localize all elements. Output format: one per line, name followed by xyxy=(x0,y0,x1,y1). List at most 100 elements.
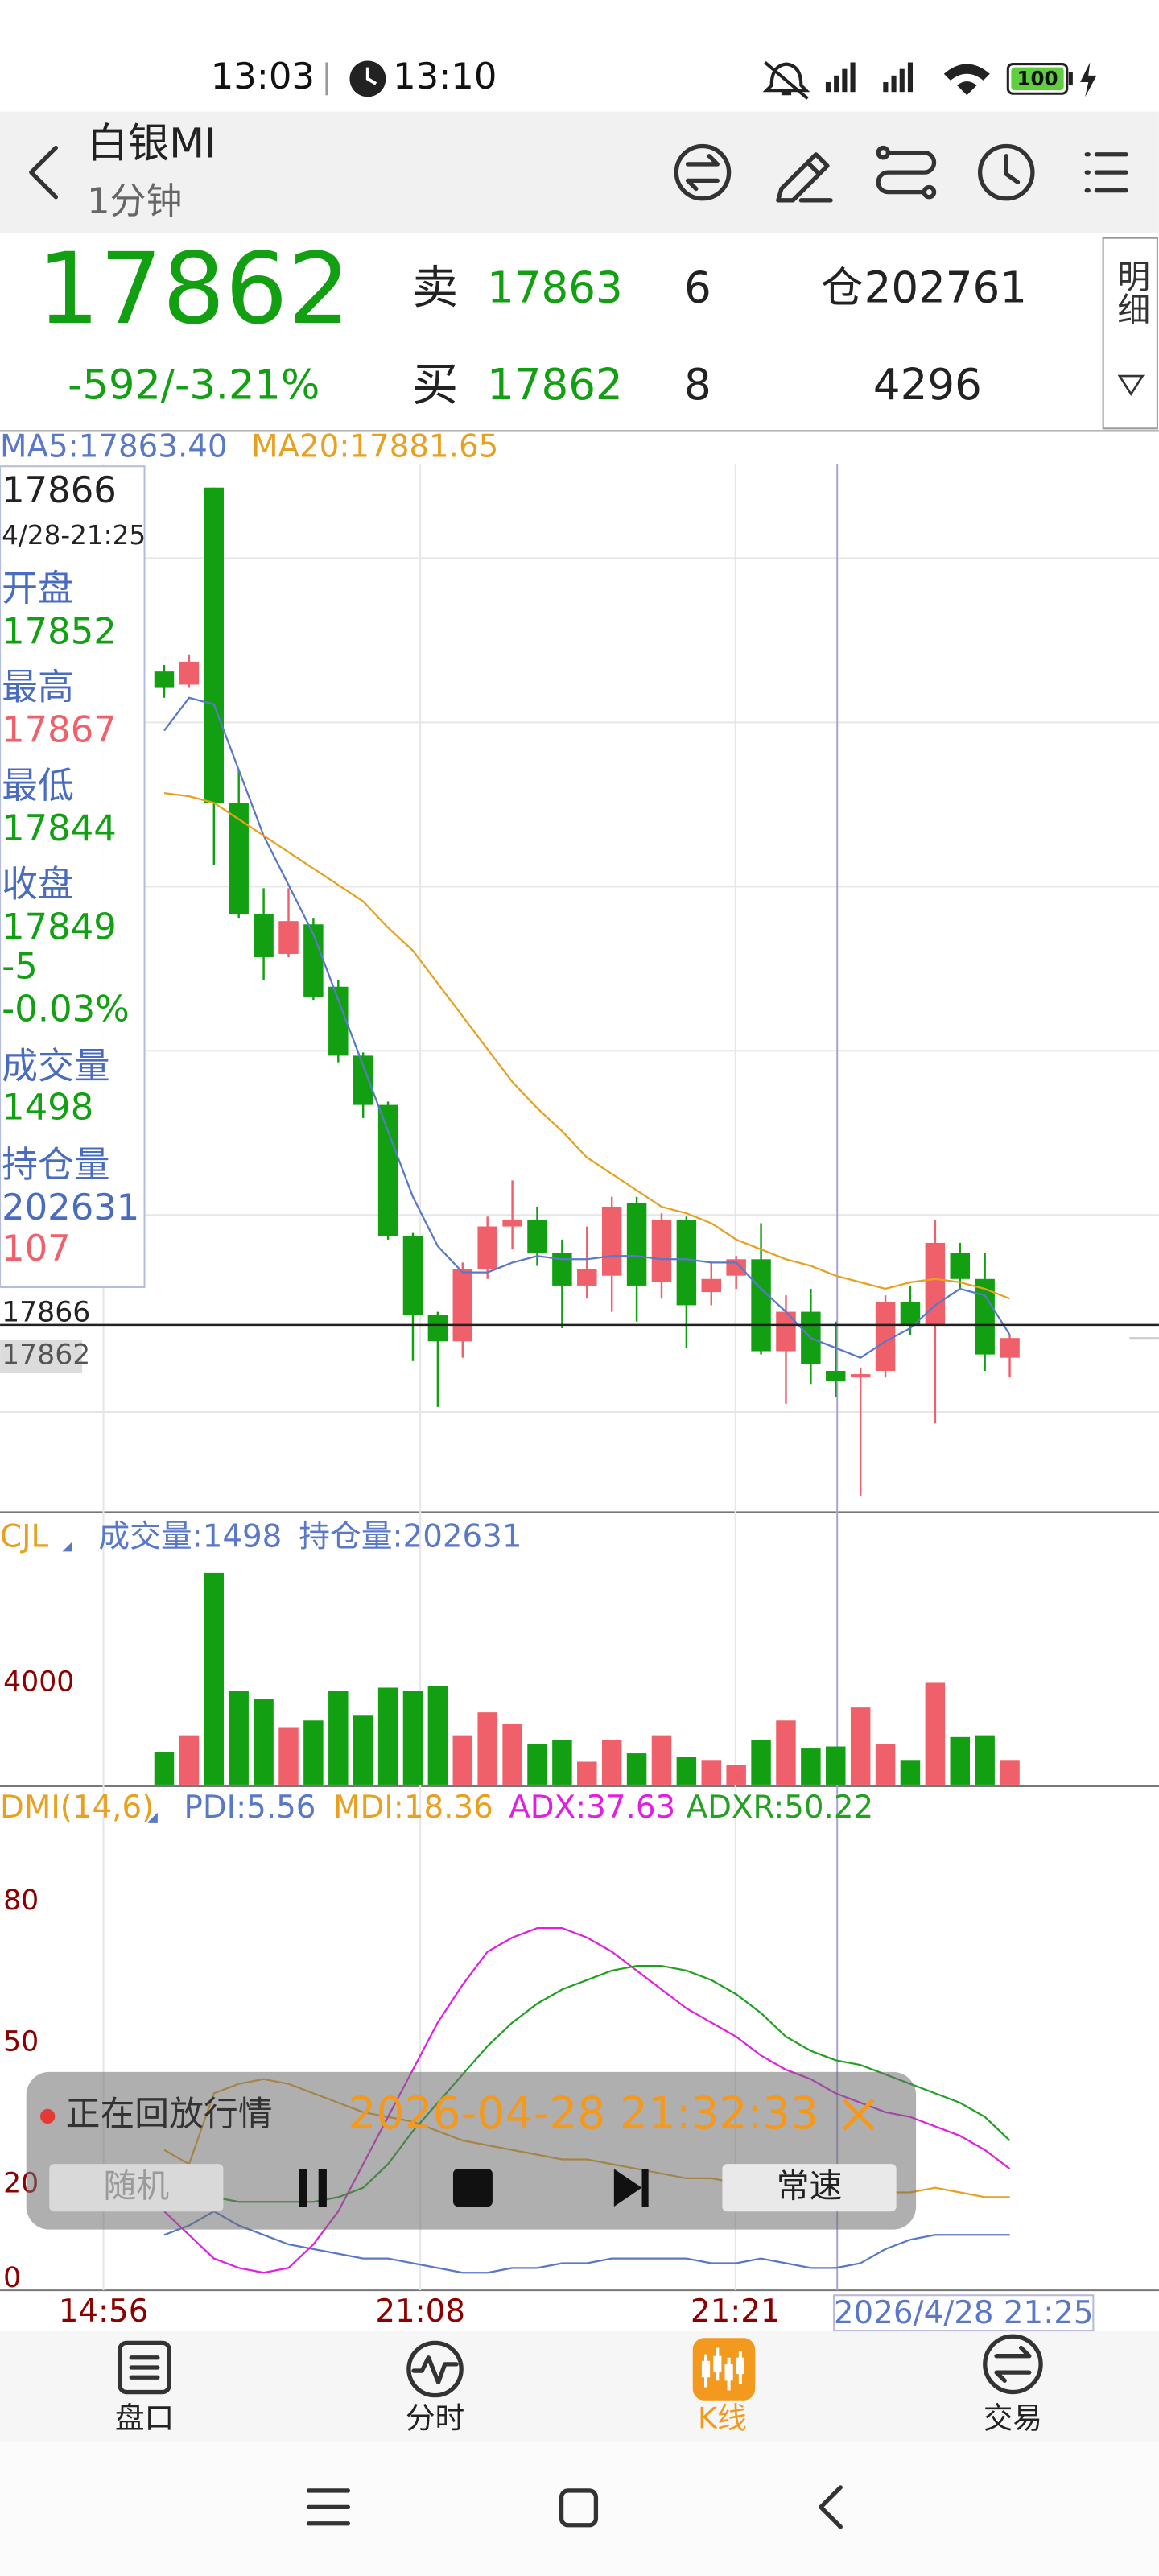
volume-bar xyxy=(254,1699,274,1785)
volume-bar xyxy=(751,1740,771,1785)
volume-bar xyxy=(502,1724,522,1785)
info-item: 4/28-21:25 xyxy=(2,520,146,551)
system-menu[interactable] xyxy=(306,2488,351,2526)
candle-body xyxy=(328,986,349,1056)
random-label: 随机 xyxy=(104,2167,170,2206)
dmi-tick-label: 50 xyxy=(3,2026,39,2058)
detail-button[interactable] xyxy=(1102,237,1158,430)
replay-close[interactable] xyxy=(842,2098,875,2132)
ma-line xyxy=(163,696,1011,1359)
info-item: 最高 xyxy=(2,666,74,708)
info-item: 17867 xyxy=(2,708,117,751)
ma-line xyxy=(163,791,1010,1300)
volume-bar xyxy=(950,1736,970,1785)
candle-body xyxy=(254,914,274,958)
speed-button[interactable] xyxy=(722,2164,897,2212)
system-back[interactable] xyxy=(819,2485,843,2529)
volume-bar xyxy=(353,1715,373,1785)
candle-body xyxy=(427,1315,448,1342)
info-item: 收盘 xyxy=(2,862,74,905)
candle-body xyxy=(502,1220,522,1227)
info-item: 17844 xyxy=(2,807,117,849)
volume-bar xyxy=(601,1740,622,1785)
stop-button[interactable] xyxy=(452,2169,493,2207)
indicator-arrow xyxy=(62,1542,72,1552)
nav-kline-icon[interactable] xyxy=(692,2338,756,2401)
draw-icon[interactable] xyxy=(776,152,833,203)
candle-body xyxy=(452,1269,473,1342)
info-item: 开盘 xyxy=(2,567,74,609)
cursor-time-box xyxy=(833,2294,1095,2333)
nav-trade-icon[interactable] xyxy=(983,2334,1043,2395)
system-home[interactable] xyxy=(559,2488,599,2528)
info-item: 17849 xyxy=(2,905,117,947)
menu-icon[interactable] xyxy=(1084,152,1128,193)
replay-panel xyxy=(26,2071,917,2230)
cursor-price-label: 17866 xyxy=(2,1297,90,1329)
volume-bar xyxy=(826,1746,846,1785)
candle-body xyxy=(626,1203,647,1286)
dmi-legend: ADXR:50.22 xyxy=(687,1790,874,1826)
info-item: -0.03% xyxy=(2,987,130,1030)
route-icon[interactable] xyxy=(876,145,937,200)
status-icons xyxy=(762,60,1097,100)
volume-bar xyxy=(328,1690,349,1785)
nav-label: 交易 xyxy=(984,2401,1042,2436)
switch-icon[interactable] xyxy=(674,143,732,201)
volume-bar xyxy=(577,1761,597,1785)
x-tick-label: 14:56 xyxy=(59,2293,149,2330)
pause-button[interactable] xyxy=(299,2169,327,2207)
volume-bar xyxy=(204,1572,225,1785)
candle-body xyxy=(776,1311,796,1352)
candle-body xyxy=(676,1220,697,1306)
candle-body xyxy=(601,1207,622,1276)
price-grid xyxy=(0,557,1159,1414)
info-item: 17866 xyxy=(2,469,117,511)
volume-bar xyxy=(626,1753,647,1785)
volume-bar xyxy=(303,1720,324,1785)
nav-fenshi-icon[interactable] xyxy=(406,2340,464,2398)
ma-legend: MA5:17863.40 xyxy=(0,428,228,464)
dmi-legend: PDI:5.56 xyxy=(184,1790,316,1826)
volume-bar xyxy=(377,1687,398,1785)
dmi-legend: ADX:37.63 xyxy=(509,1790,675,1826)
nav-label: 分时 xyxy=(406,2401,464,2436)
detail-arrow xyxy=(1117,374,1145,396)
nav-pankou-icon[interactable] xyxy=(118,2340,171,2395)
info-item: 17852 xyxy=(2,609,117,652)
volume-bar xyxy=(527,1744,547,1785)
position-label: 仓 xyxy=(821,263,864,313)
volume-legend: 成交量:1498 xyxy=(98,1519,282,1555)
volume-bar xyxy=(925,1682,946,1785)
info-item: 最低 xyxy=(2,764,74,807)
volume-legend: 持仓量:202631 xyxy=(299,1519,522,1555)
volume-tick-label: 4000 xyxy=(3,1666,74,1698)
dmi-tick-label: 0 xyxy=(3,2262,21,2294)
bottom-nav xyxy=(0,2331,1159,2442)
clock-hands xyxy=(365,67,377,85)
candle-body xyxy=(950,1253,970,1279)
info-item: 1498 xyxy=(2,1086,93,1129)
random-button[interactable] xyxy=(49,2164,224,2212)
candle-body xyxy=(179,661,200,685)
next-button[interactable] xyxy=(613,2169,649,2207)
volume-bar xyxy=(477,1712,497,1785)
info-item: 成交量 xyxy=(2,1045,110,1088)
candle-body xyxy=(477,1226,497,1269)
volume-bar xyxy=(776,1720,796,1785)
candle-body xyxy=(850,1374,871,1378)
header-bar xyxy=(0,111,1159,233)
buy-label: 买 xyxy=(412,358,458,411)
position-change: 4296 xyxy=(873,360,982,410)
status-time: 13:03 xyxy=(211,55,315,97)
sell-volume: 6 xyxy=(684,263,711,313)
history-icon[interactable] xyxy=(977,143,1035,201)
position-value: 202761 xyxy=(864,263,1027,313)
sell-label: 卖 xyxy=(412,262,458,315)
back-button[interactable] xyxy=(29,145,59,200)
volume-bar xyxy=(701,1760,722,1785)
volume-bar xyxy=(1000,1760,1020,1785)
volume-bar xyxy=(801,1748,821,1785)
system-nav xyxy=(0,2441,1159,2576)
